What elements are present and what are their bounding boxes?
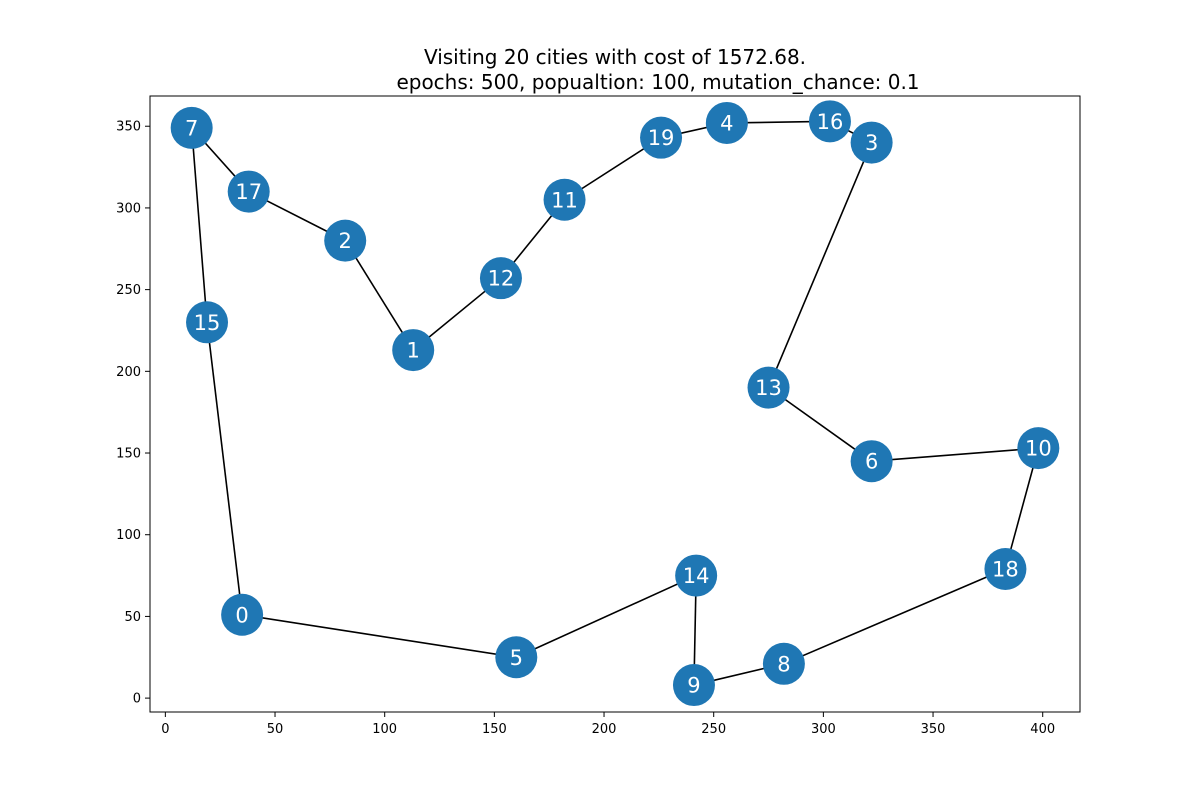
city-marker-0: [221, 593, 264, 636]
city-marker-12: [479, 257, 522, 300]
city-node-0: 0: [221, 593, 264, 636]
x-tick-label-0: 0: [161, 722, 169, 737]
city-label-17: 17: [235, 180, 262, 204]
city-node-14: 14: [675, 554, 718, 597]
y-tick-label-100: 100: [116, 528, 141, 543]
city-marker-15: [186, 301, 229, 344]
city-marker-18: [984, 548, 1027, 591]
city-label-11: 11: [551, 188, 578, 212]
city-label-9: 9: [687, 674, 700, 698]
city-marker-11: [543, 178, 586, 221]
route-edge-0-5: [242, 613, 517, 659]
city-marker-6: [850, 440, 893, 483]
y-tick-label-0: 0: [133, 692, 141, 707]
route-edge-13-3: [767, 142, 873, 388]
city-marker-5: [495, 636, 538, 679]
city-marker-14: [675, 554, 718, 597]
city-node-7: 7: [170, 106, 213, 149]
city-label-4: 4: [720, 111, 733, 135]
city-label-1: 1: [407, 339, 420, 363]
city-marker-4: [705, 101, 748, 144]
city-node-1: 1: [392, 329, 435, 372]
route-edge-6-13: [768, 387, 873, 462]
city-label-8: 8: [777, 652, 790, 676]
y-tick-label-150: 150: [116, 447, 141, 462]
x-tick-label-50: 50: [267, 722, 284, 737]
city-label-7: 7: [185, 116, 198, 140]
city-label-2: 2: [339, 229, 352, 253]
city-node-4: 4: [705, 101, 748, 144]
city-node-9: 9: [672, 664, 715, 707]
route-edge-5-14: [515, 574, 697, 658]
city-marker-10: [1017, 427, 1060, 470]
city-label-13: 13: [755, 376, 782, 400]
route-edge-7-15: [190, 127, 208, 323]
city-node-16: 16: [808, 100, 851, 143]
y-tick-label-350: 350: [116, 120, 141, 135]
city-label-3: 3: [865, 131, 878, 155]
route-edge-8-18: [783, 568, 1006, 665]
route-edge-10-6: [871, 447, 1039, 462]
city-marker-2: [324, 219, 367, 262]
city-node-15: 15: [186, 301, 229, 344]
city-label-16: 16: [817, 110, 844, 134]
city-label-15: 15: [194, 311, 221, 335]
city-marker-8: [762, 642, 805, 685]
city-node-2: 2: [324, 219, 367, 262]
axes-frame: [149, 95, 1081, 713]
x-axis: 0 50 100 150 200 250 300 350 400: [161, 712, 1055, 737]
x-tick-label-350: 350: [921, 722, 946, 737]
city-node-18: 18: [984, 548, 1027, 591]
x-tick-label-150: 150: [482, 722, 507, 737]
city-node-10: 10: [1017, 427, 1060, 470]
city-label-19: 19: [648, 126, 675, 150]
city-node-6: 6: [850, 440, 893, 483]
axes-background: [150, 96, 1080, 712]
route-edge-1-2: [344, 240, 414, 351]
city-marker-7: [170, 106, 213, 149]
x-tick-label-100: 100: [372, 722, 397, 737]
city-node-13: 13: [747, 366, 790, 409]
city-node-19: 19: [640, 116, 683, 159]
city-node-11: 11: [543, 178, 586, 221]
city-node-12: 12: [479, 257, 522, 300]
route-edge-15-0: [206, 322, 243, 615]
x-tick-label-200: 200: [592, 722, 617, 737]
city-node-3: 3: [850, 121, 893, 164]
city-marker-9: [672, 664, 715, 707]
city-marker-19: [640, 116, 683, 159]
city-label-10: 10: [1025, 437, 1052, 461]
city-node-5: 5: [495, 636, 538, 679]
chart-title-line2: epochs: 500, popualtion: 100, mutation_c…: [396, 70, 919, 94]
city-node-8: 8: [762, 642, 805, 685]
city-label-5: 5: [510, 646, 523, 670]
y-tick-label-50: 50: [124, 610, 141, 625]
city-marker-1: [392, 329, 435, 372]
x-tick-label-300: 300: [811, 722, 836, 737]
city-marker-16: [808, 100, 851, 143]
x-tick-label-400: 400: [1030, 722, 1055, 737]
city-label-12: 12: [488, 267, 515, 291]
y-tick-label-300: 300: [116, 201, 141, 216]
city-label-6: 6: [865, 450, 878, 474]
y-axis: 0 50 100 150 200 250 300 350: [116, 120, 150, 707]
x-tick-label-250: 250: [701, 722, 726, 737]
city-label-14: 14: [683, 564, 710, 588]
city-marker-13: [747, 366, 790, 409]
chart-title-line1: Visiting 20 cities with cost of 1572.68.: [424, 45, 806, 69]
city-node-17: 17: [227, 170, 270, 213]
y-tick-label-250: 250: [116, 283, 141, 298]
city-marker-17: [227, 170, 270, 213]
city-label-0: 0: [235, 603, 248, 627]
city-label-18: 18: [992, 558, 1019, 582]
city-marker-3: [850, 121, 893, 164]
y-tick-label-200: 200: [116, 365, 141, 380]
